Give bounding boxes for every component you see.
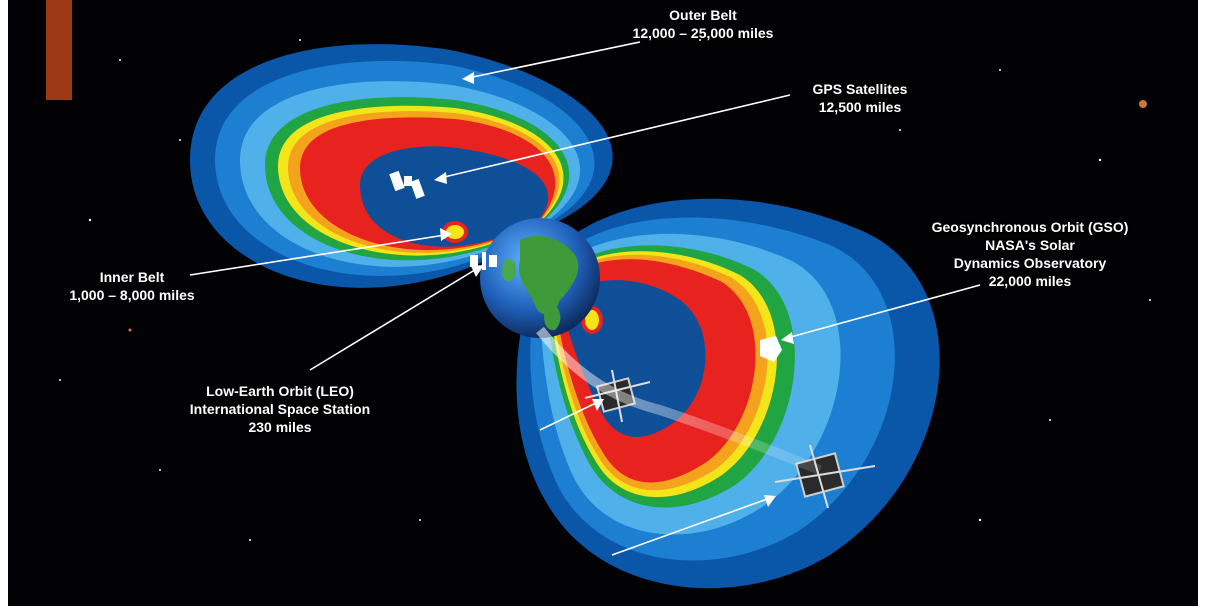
outer-belt-label: Outer Belt 12,000 – 25,000 miles [628, 6, 778, 42]
leo-label: Low-Earth Orbit (LEO) International Spac… [175, 382, 385, 436]
outer-belt-range: 12,000 – 25,000 miles [632, 25, 774, 41]
upper-inner-cavity [360, 146, 549, 247]
inner-belt-label: Inner Belt 1,000 – 8,000 miles [52, 268, 212, 304]
gso-line1: Geosynchronous Orbit (GSO) [931, 219, 1129, 235]
callout-arrows [189, 41, 981, 556]
upper-belt-lobe [190, 44, 613, 288]
solar-dynamics-observatory [760, 336, 782, 362]
gps-satellite [389, 170, 425, 199]
inner-belt-title: Inner Belt [99, 269, 165, 285]
probe-trajectory [536, 326, 822, 475]
gso-line3: Dynamics Observatory [953, 255, 1107, 271]
leo-line1: Low-Earth Orbit (LEO) [206, 383, 354, 399]
leo-range: 230 miles [248, 419, 312, 435]
gps-title: GPS Satellites [812, 81, 908, 97]
iss [470, 252, 497, 270]
earth [480, 218, 600, 338]
gso-range: 22,000 miles [988, 273, 1072, 289]
sun-glow [46, 0, 72, 100]
stars [59, 39, 1151, 541]
gps-range: 12,500 miles [818, 99, 902, 115]
gso-line2: NASA's Solar [985, 237, 1075, 253]
leo-line2: International Space Station [189, 401, 371, 417]
gso-label: Geosynchronous Orbit (GSO) NASA's Solar … [920, 218, 1140, 290]
outer-belt-title: Outer Belt [669, 7, 737, 23]
inner-belt-range: 1,000 – 8,000 miles [69, 287, 195, 303]
gps-label: GPS Satellites 12,500 miles [785, 80, 935, 116]
earth-continent [518, 235, 579, 315]
